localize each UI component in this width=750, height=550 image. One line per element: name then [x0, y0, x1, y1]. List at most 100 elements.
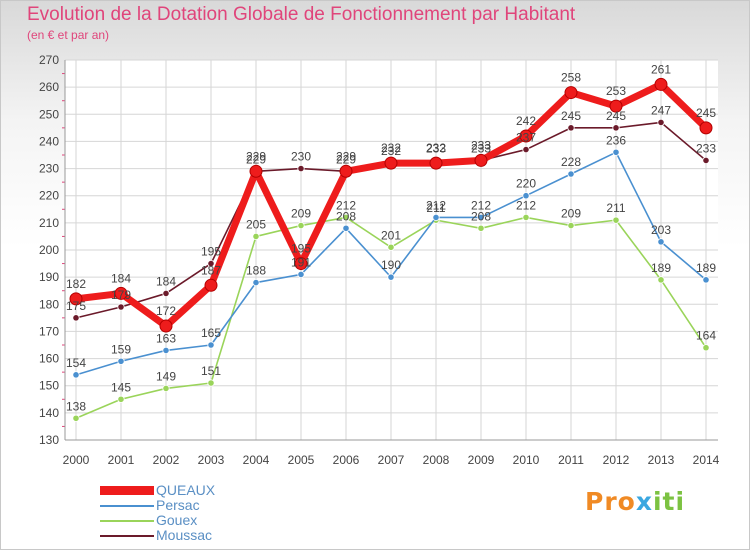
- data-point-persac: [702, 276, 710, 284]
- y-tick-label: 250: [39, 107, 59, 121]
- data-label-moussac: 245: [561, 109, 581, 123]
- data-label-gouex: 208: [471, 209, 491, 223]
- data-label-persac: 163: [156, 331, 176, 345]
- x-tick-label: 2011: [558, 453, 584, 467]
- x-tick-label: 2014: [693, 453, 720, 467]
- x-tick-label: 2012: [603, 453, 630, 467]
- data-label-queaux: 229: [336, 149, 356, 163]
- legend-swatch-queaux: [100, 483, 154, 498]
- data-label-persac: 159: [111, 342, 131, 356]
- data-point-persac: [297, 270, 305, 279]
- y-tick-label: 230: [39, 162, 59, 176]
- legend-item-moussac: Moussac: [100, 527, 300, 543]
- data-point-queaux: [204, 278, 218, 292]
- data-point-moussac: [657, 118, 665, 127]
- data-point-moussac: [297, 164, 305, 173]
- data-point-queaux: [609, 99, 623, 113]
- data-label-persac: 154: [66, 356, 86, 370]
- legend-item-gouex: Gouex: [100, 512, 300, 528]
- data-point-persac: [612, 148, 620, 156]
- data-point-persac: [342, 224, 350, 232]
- data-label-queaux: 172: [156, 304, 176, 318]
- data-point-queaux: [699, 121, 713, 135]
- data-label-persac: 212: [471, 198, 491, 212]
- brand-part-3: iti: [652, 487, 686, 516]
- data-label-moussac: 179: [111, 288, 131, 302]
- data-point-gouex: [252, 232, 260, 241]
- data-point-gouex: [567, 221, 575, 230]
- data-point-moussac: [117, 303, 125, 311]
- data-point-persac: [117, 357, 125, 365]
- y-tick-label: 150: [39, 379, 59, 393]
- data-point-gouex: [612, 216, 620, 224]
- data-point-moussac: [72, 314, 80, 322]
- y-tick-label: 140: [39, 406, 59, 420]
- data-point-gouex: [657, 276, 665, 284]
- y-tick-label: 200: [39, 243, 59, 257]
- chart-legend: QUEAUX Persac Gouex Moussac: [100, 482, 300, 543]
- legend-item-persac: Persac: [100, 497, 300, 513]
- y-tick-label: 240: [39, 134, 59, 148]
- data-label-gouex: 209: [291, 207, 311, 221]
- y-tick-label: 260: [39, 80, 59, 94]
- data-point-persac: [387, 273, 395, 281]
- x-tick-label: 2010: [513, 453, 540, 467]
- data-point-gouex: [387, 243, 395, 251]
- data-label-gouex: 205: [246, 217, 266, 231]
- data-label-queaux: 242: [516, 114, 536, 128]
- line-chart: 130 140 150 160 170 180 190 200 210 220 230 240 250 2…: [39, 53, 720, 467]
- data-point-moussac: [612, 124, 620, 132]
- data-point-persac: [162, 346, 170, 355]
- data-point-persac: [72, 371, 80, 379]
- data-point-queaux: [519, 129, 533, 143]
- data-label-gouex: 201: [381, 228, 401, 242]
- data-point-queaux: [384, 156, 398, 170]
- legend-label-queaux: QUEAUX: [156, 482, 216, 498]
- data-label-persac: 191: [291, 255, 311, 269]
- data-point-queaux: [474, 153, 488, 167]
- data-point-queaux: [339, 164, 353, 178]
- y-tick-label: 130: [39, 433, 59, 447]
- y-tick-label: 210: [39, 216, 59, 230]
- y-tick-label: 170: [39, 324, 59, 338]
- data-point-persac: [477, 213, 485, 222]
- y-tick-label: 190: [39, 270, 59, 284]
- data-label-gouex: 145: [111, 380, 131, 394]
- chart-subtitle: (en € et par an): [27, 28, 110, 42]
- legend-swatch-gouex: [100, 513, 154, 528]
- data-label-persac: 220: [516, 177, 536, 191]
- data-label-moussac: 184: [156, 274, 176, 288]
- brand-part-2: x: [635, 487, 653, 516]
- x-tick-label: 2000: [63, 453, 90, 467]
- x-tick-label: 2002: [153, 453, 180, 467]
- y-tick-label: 180: [39, 297, 59, 311]
- data-label-persac: 203: [651, 223, 671, 237]
- data-label-moussac: 233: [471, 141, 491, 155]
- data-label-persac: 188: [246, 264, 266, 278]
- x-tick-label: 2003: [198, 453, 225, 467]
- legend-label-gouex: Gouex: [156, 512, 198, 528]
- data-label-moussac: 229: [246, 152, 266, 166]
- data-label-queaux: 233: [471, 138, 491, 152]
- data-point-queaux: [249, 164, 263, 178]
- data-label-moussac: 229: [336, 152, 356, 166]
- data-label-queaux: 258: [561, 71, 581, 85]
- data-label-gouex: 164: [696, 329, 716, 343]
- data-point-queaux: [564, 86, 578, 100]
- x-tick-label: 2009: [468, 453, 495, 467]
- data-label-persac: 190: [381, 258, 401, 272]
- data-label-moussac: 245: [606, 109, 626, 123]
- data-point-persac: [207, 341, 215, 349]
- data-point-queaux: [159, 319, 173, 333]
- data-label-persac: 236: [606, 133, 626, 147]
- data-label-persac: 165: [201, 326, 221, 340]
- data-point-moussac: [162, 289, 170, 298]
- x-tick-label: 2013: [648, 453, 675, 467]
- data-label-queaux: 187: [201, 263, 221, 277]
- data-label-gouex: 211: [426, 201, 445, 215]
- data-label-persac: 189: [696, 261, 716, 275]
- data-label-persac: 212: [426, 198, 446, 212]
- data-label-gouex: 212: [336, 198, 356, 212]
- data-point-queaux: [429, 156, 443, 170]
- data-label-moussac: 232: [381, 144, 401, 158]
